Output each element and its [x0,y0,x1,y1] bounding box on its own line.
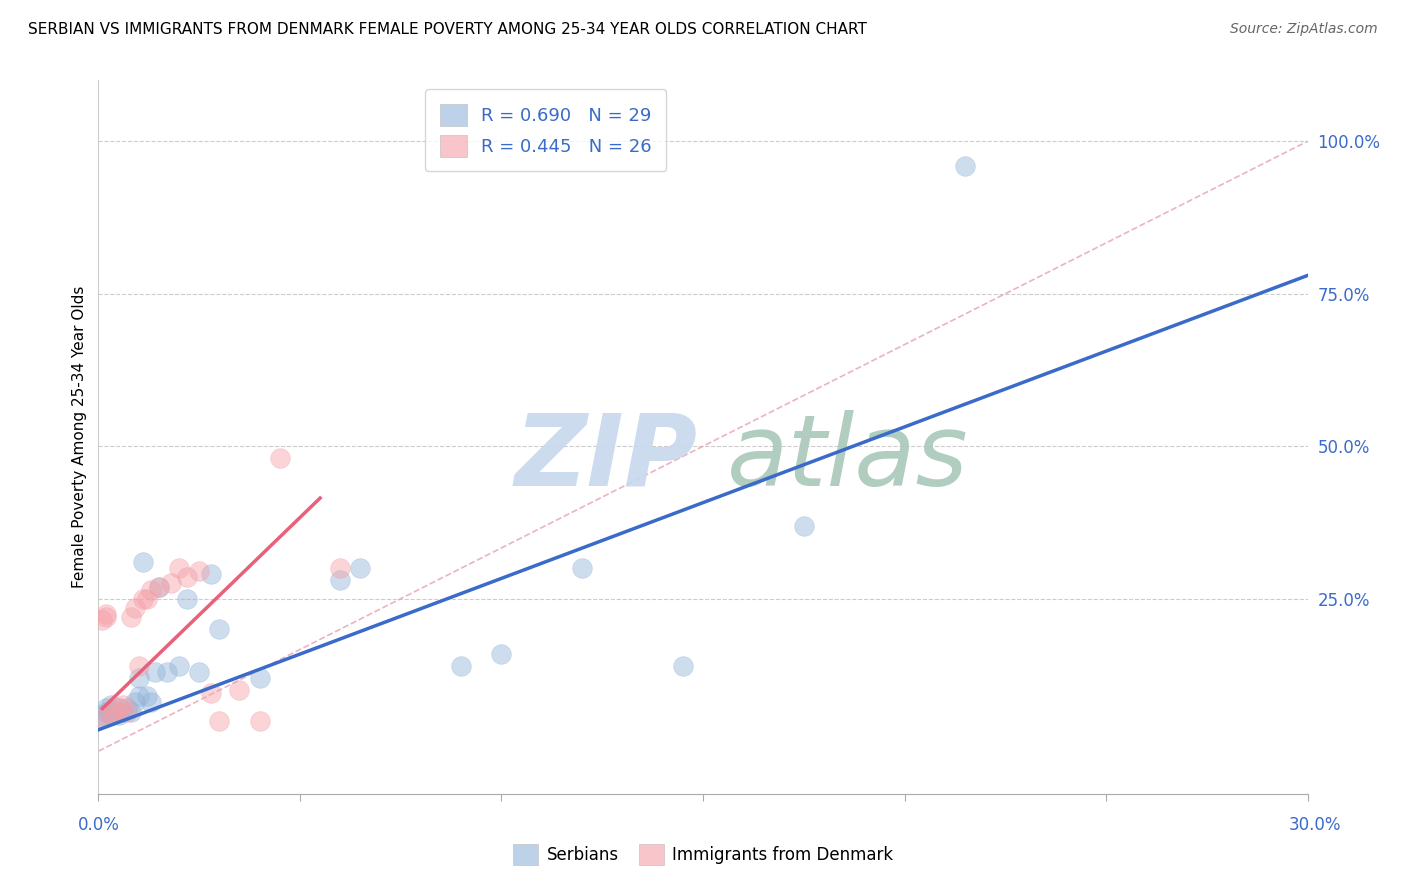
Point [139,582,162,597]
Point [91,711,114,725]
Point [91,711,114,725]
Point [96,701,118,715]
Point [91,613,114,627]
Point [249,714,271,728]
Point [91,707,114,722]
Point [672,658,695,673]
Point [107,707,129,722]
Point [103,705,125,719]
Point [491,647,513,661]
Point [100,698,122,713]
Point [160,576,183,591]
Point [107,701,129,715]
Point [111,705,134,719]
Text: ZIP: ZIP [515,410,697,507]
Point [228,683,250,698]
Point [111,698,134,713]
Point [200,686,222,700]
Point [793,518,815,533]
Point [176,570,198,584]
Point [100,707,122,722]
Legend: Serbians, Immigrants from Denmark: Serbians, Immigrants from Denmark [506,838,900,871]
Point [96,607,118,621]
Point [107,701,129,715]
Point [188,564,211,578]
Point [269,451,291,466]
Text: 30.0%: 30.0% [1288,816,1341,834]
Point [167,561,190,575]
Point [135,690,157,704]
Text: SERBIAN VS IMMIGRANTS FROM DENMARK FEMALE POVERTY AMONG 25-34 YEAR OLDS CORRELAT: SERBIAN VS IMMIGRANTS FROM DENMARK FEMAL… [28,22,868,37]
Point [208,714,231,728]
Point [148,580,170,594]
Point [124,600,146,615]
Point [120,705,142,719]
Y-axis label: Female Poverty Among 25-34 Year Olds: Female Poverty Among 25-34 Year Olds [72,286,87,588]
Text: Source: ZipAtlas.com: Source: ZipAtlas.com [1230,22,1378,37]
Point [200,567,222,582]
Point [132,555,155,569]
Point [156,665,179,679]
Point [135,591,157,606]
Point [176,591,198,606]
Point [128,690,150,704]
Point [571,561,593,575]
Point [120,610,142,624]
Point [143,665,166,679]
Point [167,658,190,673]
Text: 0.0%: 0.0% [77,816,120,834]
Point [450,658,472,673]
Point [329,574,352,588]
Point [188,665,211,679]
Point [115,705,138,719]
Point [128,671,150,685]
Point [103,705,125,719]
Point [124,695,146,709]
Text: atlas: atlas [727,410,969,507]
Point [115,701,138,715]
Point [128,658,150,673]
Point [139,695,162,709]
Point [953,159,976,173]
Point [249,671,271,685]
Point [100,707,122,722]
Point [208,622,231,636]
Point [96,610,118,624]
Point [349,561,371,575]
Point [329,561,352,575]
Point [96,705,118,719]
Point [132,591,155,606]
Point [148,580,170,594]
